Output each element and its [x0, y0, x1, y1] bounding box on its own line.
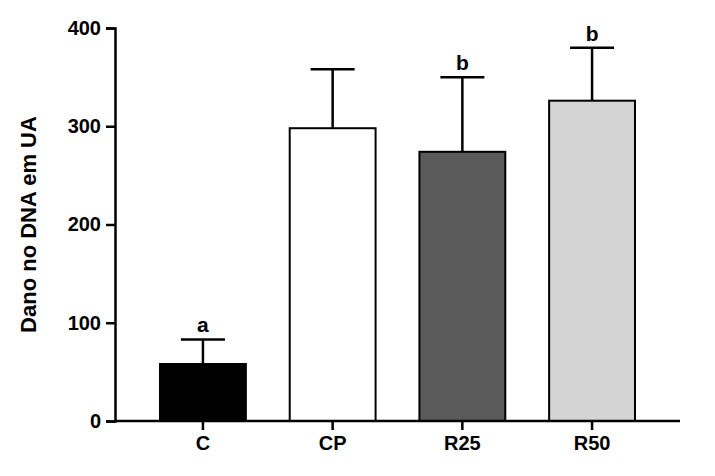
y-tick: 0 [90, 410, 115, 432]
bar [549, 101, 635, 421]
error-bar-stem [331, 69, 334, 128]
error-bar-cap [570, 46, 614, 49]
plot-area [160, 48, 635, 421]
y-axis-line [106, 29, 116, 422]
y-axis-title: Dano no DNA em UA [16, 116, 41, 333]
x-tick-mark [461, 421, 464, 430]
annotation: a [197, 313, 209, 336]
y-tick: 300 [68, 115, 115, 137]
x-tick-label: C [196, 432, 210, 454]
x-tick: CP [319, 421, 347, 454]
bar [419, 152, 505, 421]
error-bar [570, 48, 614, 101]
x-tick: R50 [574, 421, 611, 454]
x-axis-line [115, 420, 680, 423]
bar [160, 364, 246, 421]
x-tick-label: R50 [574, 432, 611, 454]
bar [290, 128, 376, 421]
y-tick-mark [106, 420, 115, 423]
x-tick-mark [331, 421, 334, 430]
y-tick-label: 200 [68, 213, 101, 235]
x-tick-label: R25 [444, 432, 481, 454]
x-axis: C CP R25 R50 [115, 421, 680, 454]
error-bar-stem [461, 77, 464, 152]
y-tick-label: 100 [68, 312, 101, 334]
x-tick-label: CP [319, 432, 347, 454]
error-bar [440, 77, 484, 152]
y-tick-mark [106, 224, 115, 227]
x-tick-mark [591, 421, 594, 430]
error-bar [181, 339, 225, 364]
error-bar [311, 69, 355, 128]
y-tick-mark [106, 126, 115, 129]
y-tick: 100 [68, 312, 115, 334]
error-bar-cap [181, 338, 225, 341]
y-tick-label: 0 [90, 410, 101, 432]
error-bar-cap [440, 76, 484, 79]
x-tick-mark [202, 421, 205, 430]
y-tick-label: 300 [68, 115, 101, 137]
error-bar-cap [311, 68, 355, 71]
x-tick: R25 [444, 421, 481, 454]
y-tick-mark [106, 27, 115, 30]
annotation: b [456, 51, 469, 74]
error-bar-stem [591, 48, 594, 101]
y-axis: 0 100 200 300 400 [68, 17, 116, 432]
y-tick-label: 400 [68, 17, 101, 39]
y-tick-mark [106, 322, 115, 325]
y-tick: 400 [68, 17, 115, 39]
annotation: b [586, 22, 599, 45]
chart: a b b 0 100 200 300 400 C CP R25 R50 Dano no DNA em … [0, 0, 715, 476]
error-bar-stem [202, 339, 205, 364]
x-tick: C [196, 421, 210, 454]
y-tick: 200 [68, 213, 115, 235]
